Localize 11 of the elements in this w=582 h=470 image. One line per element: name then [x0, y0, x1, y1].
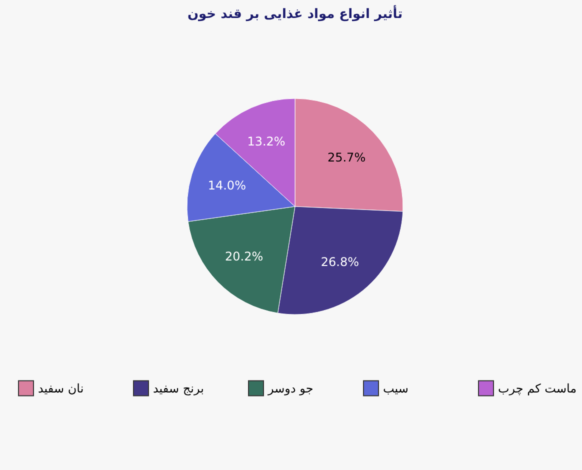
data-label: 13.2% — [247, 134, 286, 148]
data-label: 25.7% — [327, 150, 366, 164]
legend-label: نان سفید — [38, 381, 84, 396]
data-label: 14.0% — [208, 178, 246, 192]
legend-label: سیب — [383, 381, 408, 396]
data-label: 26.8% — [320, 254, 360, 269]
data-label: 20.2% — [225, 249, 264, 264]
chart-title: تأثیر انواع مواد غذایی بر قند خون — [187, 5, 403, 22]
legend-label: ماست کم چرب — [498, 381, 577, 396]
legend-label: برنج سفید — [153, 381, 204, 396]
legend-label: جو دوسر — [267, 381, 314, 396]
